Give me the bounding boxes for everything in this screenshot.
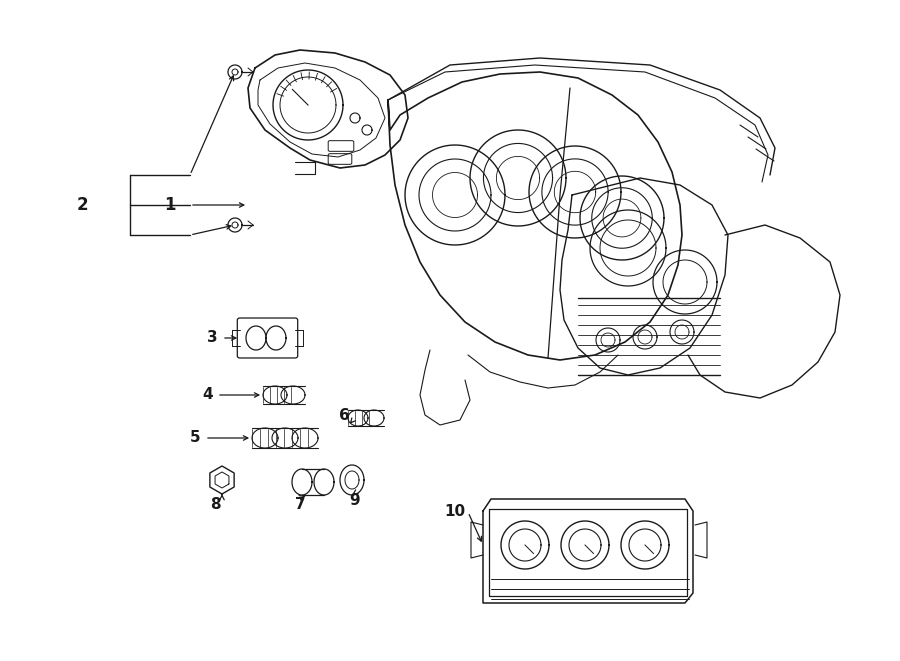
Text: 6: 6 <box>339 407 350 422</box>
Text: 3: 3 <box>207 330 218 346</box>
FancyBboxPatch shape <box>328 153 352 165</box>
Text: 5: 5 <box>189 430 200 446</box>
Text: 7: 7 <box>294 497 305 512</box>
FancyBboxPatch shape <box>328 141 354 151</box>
Text: 8: 8 <box>210 497 220 512</box>
Text: 4: 4 <box>202 387 213 403</box>
Text: 2: 2 <box>76 196 88 214</box>
Text: 9: 9 <box>350 493 360 508</box>
Text: 1: 1 <box>164 196 176 214</box>
Text: 10: 10 <box>444 504 465 520</box>
FancyBboxPatch shape <box>238 318 298 358</box>
